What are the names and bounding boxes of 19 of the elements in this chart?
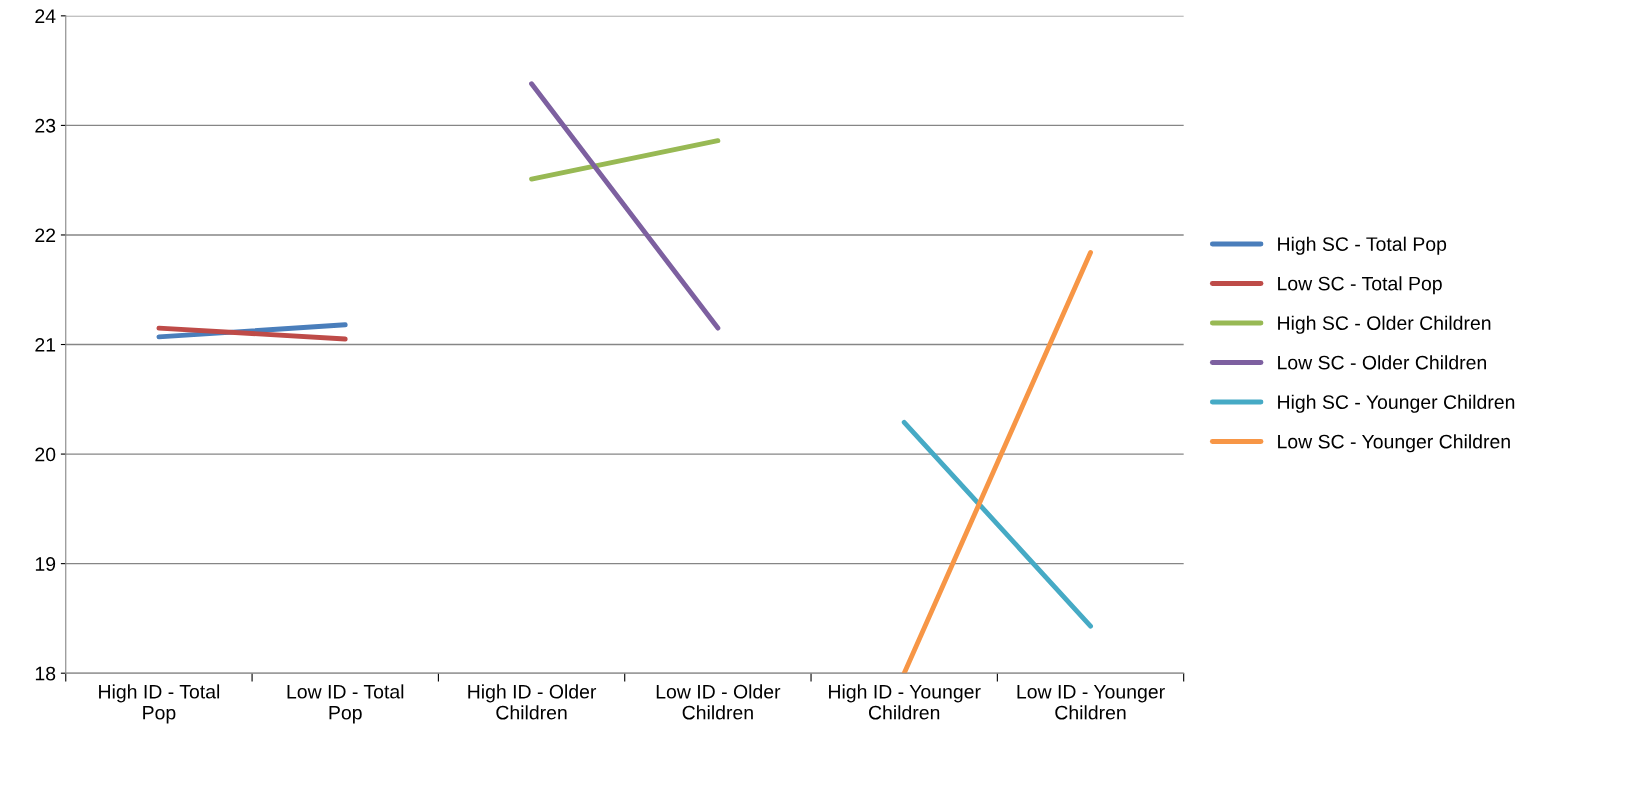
y-tick-label: 18 [35, 666, 56, 681]
y-tick-label: 24 [35, 9, 56, 23]
x-tick-label: High ID - Total Pop [99, 684, 220, 724]
y-tick-label: 21 [35, 337, 56, 352]
x-tick-label: High ID - Older Children [468, 684, 597, 720]
x-tick-label: Low ID - Older Children [656, 684, 781, 720]
legend-label: High SC - Total Pop [1278, 236, 1447, 255]
x-tick-label: Low ID - Total Pop [287, 684, 404, 724]
legend-label: Low SC - Younger Children [1278, 434, 1510, 453]
x-tick-label: Low ID - Younger Children [1017, 685, 1165, 720]
y-tick-label: 22 [35, 228, 56, 243]
x-tick-label: High ID - Younger Children [829, 684, 981, 720]
legend-label: Low SC - Total Pop [1278, 276, 1442, 295]
legend-label: Low SC - Older Children [1278, 355, 1486, 370]
legend-label: High SC - Younger Children [1278, 394, 1515, 413]
y-tick-label: 20 [35, 447, 56, 462]
y-tick-label: 19 [35, 557, 56, 571]
y-tick-label: 23 [35, 118, 56, 133]
legend-label: High SC - Older Children [1278, 315, 1491, 334]
